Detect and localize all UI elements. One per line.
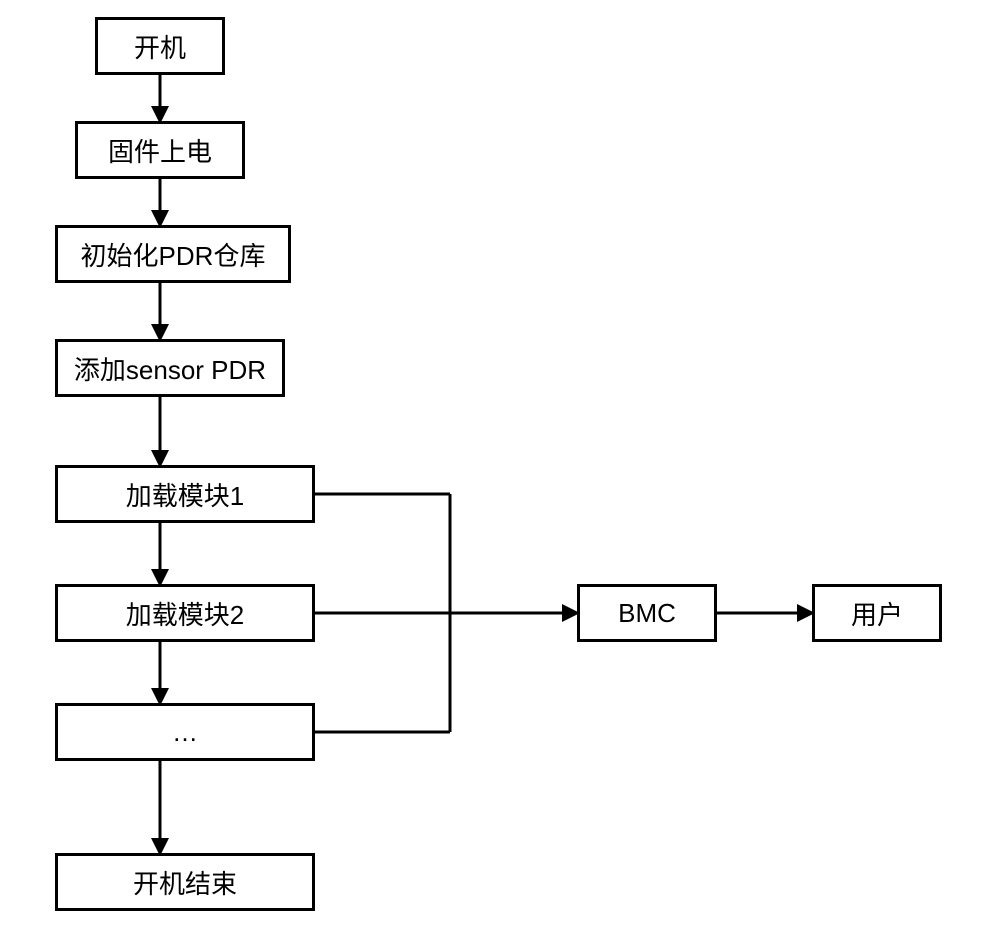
node-label: 开机结束 [133, 864, 237, 901]
node-init_pdr: 初始化PDR仓库 [55, 225, 291, 283]
node-user: 用户 [812, 584, 942, 642]
node-load_mod1: 加载模块1 [55, 465, 315, 523]
node-label: … [172, 717, 198, 748]
node-power_on: 开机 [95, 17, 225, 75]
node-fw_power: 固件上电 [75, 121, 245, 179]
node-ellipsis: … [55, 703, 315, 761]
node-label: BMC [618, 598, 676, 629]
node-load_mod2: 加载模块2 [55, 584, 315, 642]
node-label: 加载模块1 [126, 476, 244, 513]
node-label: 固件上电 [108, 132, 212, 169]
node-boot_done: 开机结束 [55, 853, 315, 911]
node-label: 初始化PDR仓库 [81, 236, 266, 273]
node-label: 加载模块2 [126, 595, 244, 632]
node-label: 用户 [851, 595, 903, 632]
node-label: 添加sensor PDR [74, 350, 266, 387]
node-label: 开机 [134, 28, 186, 65]
node-bmc: BMC [577, 584, 717, 642]
node-add_sensor: 添加sensor PDR [55, 339, 285, 397]
